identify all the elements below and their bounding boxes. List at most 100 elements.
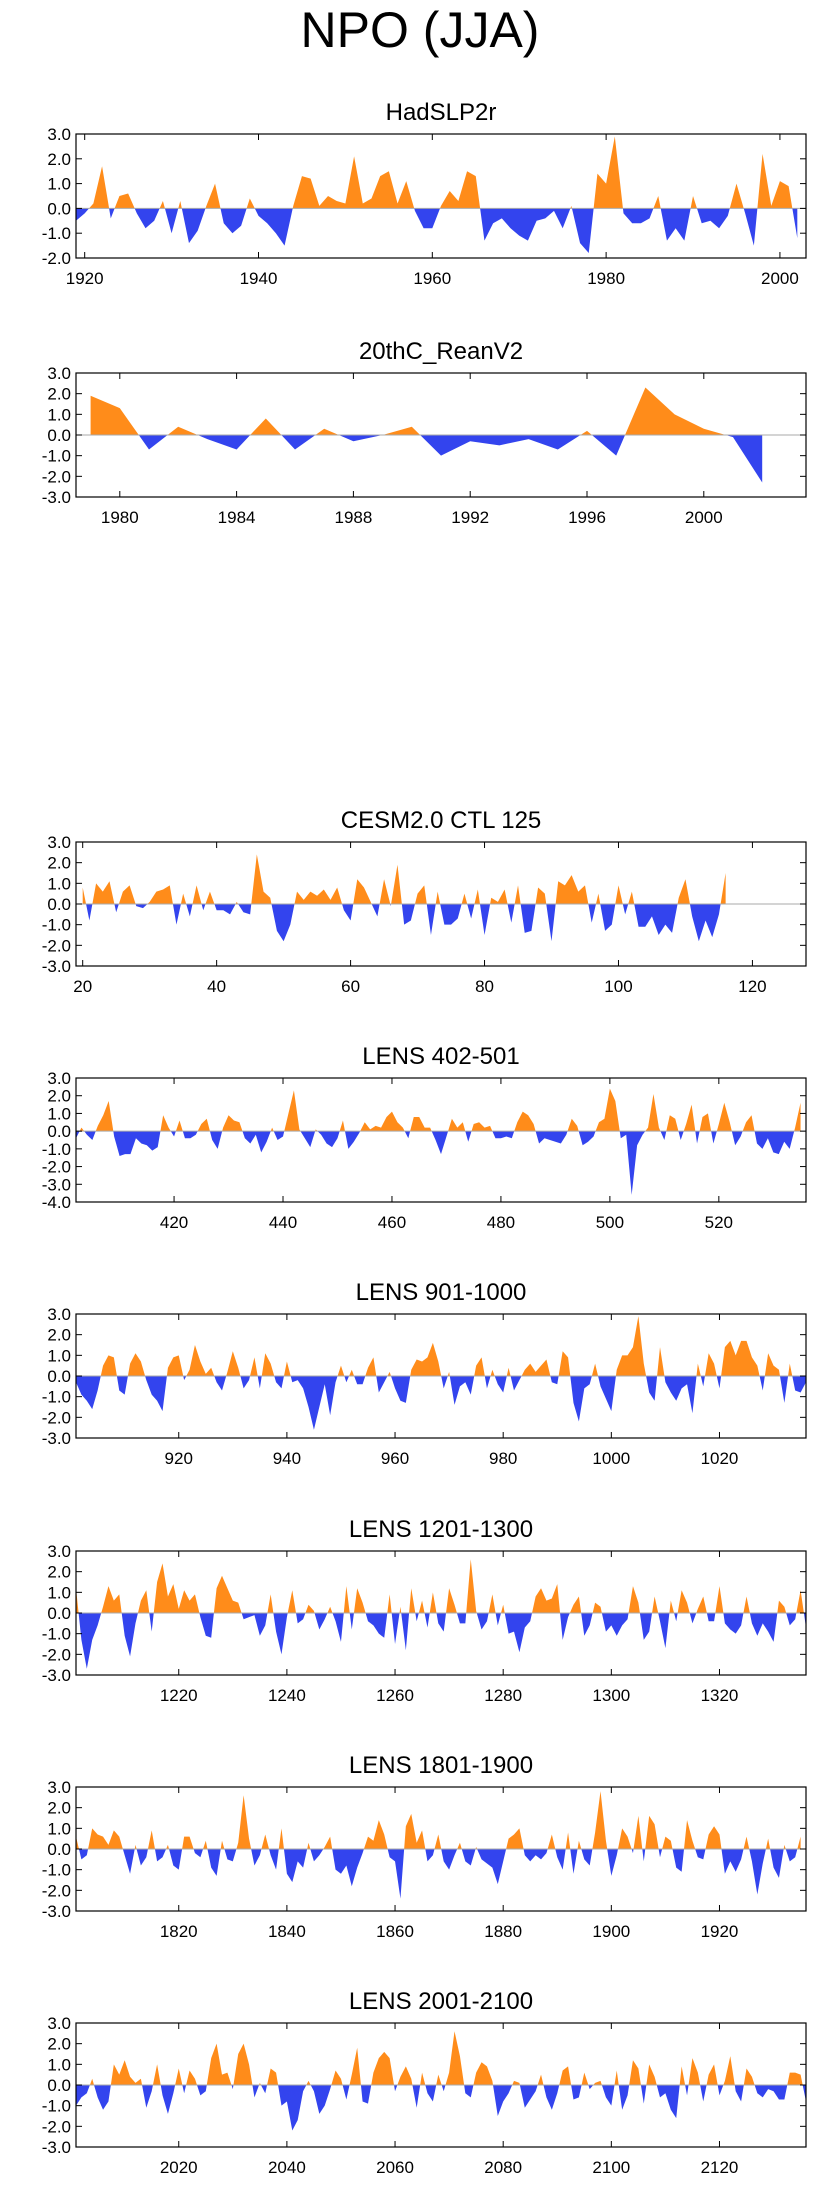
y-tick-label: 0.0 <box>47 1122 71 1141</box>
y-tick-label: 0.0 <box>47 2076 71 2095</box>
x-tick-label: 1280 <box>484 1686 522 1705</box>
x-tick-label: 1300 <box>592 1686 630 1705</box>
x-tick-label: 1920 <box>701 1922 739 1941</box>
x-tick-label: 2100 <box>592 2158 630 2177</box>
x-tick-label: 960 <box>381 1449 409 1468</box>
x-tick-label: 60 <box>341 977 360 996</box>
y-tick-label: 0.0 <box>47 426 71 445</box>
x-tick-label: 2060 <box>376 2158 414 2177</box>
y-tick-label: -1.0 <box>42 1625 71 1644</box>
y-tick-label: 2.0 <box>47 1799 71 1818</box>
y-tick-label: 2.0 <box>47 1087 71 1106</box>
x-tick-label: 1988 <box>334 508 372 527</box>
x-tick-label: 1880 <box>484 1922 522 1941</box>
negative-area <box>76 1849 801 1899</box>
y-tick-label: -1.0 <box>42 1140 71 1159</box>
x-tick-label: 1900 <box>592 1922 630 1941</box>
x-tick-label: 520 <box>705 1213 733 1232</box>
y-tick-label: 1.0 <box>47 405 71 424</box>
y-tick-label: -1.0 <box>42 447 71 466</box>
x-tick-label: 20 <box>73 977 92 996</box>
negative-area <box>76 208 798 254</box>
x-tick-label: 1320 <box>701 1686 739 1705</box>
y-tick-label: 3.0 <box>47 1542 71 1561</box>
negative-area <box>76 2085 806 2131</box>
panel-title: HadSLP2r <box>386 99 497 126</box>
x-tick-label: 420 <box>160 1213 188 1232</box>
x-tick-label: 1984 <box>218 508 256 527</box>
y-tick-label: -3.0 <box>42 957 71 976</box>
x-tick-label: 1020 <box>701 1449 739 1468</box>
x-tick-label: 920 <box>165 1449 193 1468</box>
x-tick-label: 1820 <box>160 1922 198 1941</box>
y-tick-label: 2.0 <box>47 2035 71 2054</box>
main-title: NPO (JJA) <box>300 2 540 58</box>
y-tick-label: -3.0 <box>42 1429 71 1448</box>
y-tick-label: 3.0 <box>47 833 71 852</box>
panel-3: CESM2.0 CTL 125 3.0 2.01.0 0.0 -1.0-2.0 -3.02… <box>42 807 807 996</box>
y-tick-label: 1.0 <box>47 1346 71 1365</box>
x-tick-label: 80 <box>475 977 494 996</box>
negative-area <box>90 435 763 483</box>
y-tick-label: 2.0 <box>47 150 71 169</box>
x-tick-label: 500 <box>596 1213 624 1232</box>
y-tick-label: -1.0 <box>42 1388 71 1407</box>
x-tick-label: 1260 <box>376 1686 414 1705</box>
positive-area <box>76 136 798 209</box>
y-tick-label: 1.0 <box>47 1819 71 1838</box>
y-tick-label: -2.0 <box>42 249 71 268</box>
negative-area <box>82 904 726 942</box>
x-tick-label: 2040 <box>268 2158 306 2177</box>
x-tick-label: 1996 <box>568 508 606 527</box>
positive-area <box>76 2031 806 2085</box>
panel-title: LENS 901-1000 <box>356 1279 527 1306</box>
panel-frame <box>75 1077 807 1203</box>
y-tick-label: 2.0 <box>47 854 71 873</box>
x-tick-label: 1240 <box>268 1686 306 1705</box>
panel-7: LENS 1801-1900 3.0 2.01.0 0.0 -1.0-2.0 -3.0 18… <box>42 1752 807 1941</box>
y-tick-label: 3.0 <box>47 2014 71 2033</box>
x-tick-label: 1980 <box>587 269 625 288</box>
positive-area <box>90 387 763 435</box>
x-tick-label: 980 <box>489 1449 517 1468</box>
y-tick-label: 3.0 <box>47 1069 71 1088</box>
x-tick-label: 460 <box>378 1213 406 1232</box>
x-tick-label: 2080 <box>484 2158 522 2177</box>
panel-4: LENS 402-501 3.02.01.00.0-1.0-2.0-3.0-4.0… <box>42 1043 807 1232</box>
x-tick-label: 1220 <box>160 1686 198 1705</box>
panel-5: LENS 901-1000 3.0 2.01.0 0.0 -1.0-2.0 -3.0 920… <box>42 1279 807 1468</box>
y-tick-label: 1.0 <box>47 1104 71 1123</box>
x-tick-label: 2020 <box>160 2158 198 2177</box>
y-tick-label: 3.0 <box>47 364 71 383</box>
panel-title: LENS 1801-1900 <box>349 1752 533 1779</box>
y-tick-label: 0.0 <box>47 1367 71 1386</box>
y-tick-label: -2.0 <box>42 936 71 955</box>
x-tick-label: 1992 <box>451 508 489 527</box>
y-tick-label: 0.0 <box>47 895 71 914</box>
x-tick-label: 40 <box>207 977 226 996</box>
x-tick-label: 1940 <box>240 269 278 288</box>
panel-title: CESM2.0 CTL 125 <box>341 807 542 834</box>
y-tick-label: -4.0 <box>42 1193 71 1212</box>
positive-area <box>76 1316 806 1376</box>
y-tick-label: -2.0 <box>42 1158 71 1177</box>
y-tick-label: 2.0 <box>47 1563 71 1582</box>
y-tick-label: 3.0 <box>47 1778 71 1797</box>
y-tick-label: 1.0 <box>47 175 71 194</box>
y-tick-label: -2.0 <box>42 2117 71 2136</box>
negative-area <box>76 1131 801 1195</box>
x-tick-label: 2120 <box>701 2158 739 2177</box>
panel-title: LENS 402-501 <box>362 1043 519 1070</box>
x-tick-label: 440 <box>269 1213 297 1232</box>
y-tick-label: 0.0 <box>47 1840 71 1859</box>
y-tick-label: -3.0 <box>42 1902 71 1921</box>
x-tick-label: 1860 <box>376 1922 414 1941</box>
positive-area <box>76 1791 801 1849</box>
y-tick-label: -1.0 <box>42 916 71 935</box>
x-tick-label: 120 <box>738 977 766 996</box>
x-tick-label: 1840 <box>268 1922 306 1941</box>
y-tick-label: 3.0 <box>47 125 71 144</box>
y-tick-label: -2.0 <box>42 467 71 486</box>
panel-2: 20thC_ReanV2 3.0 2.01.0 0.0 -1.0-2.0 -3.0 1980… <box>42 338 807 527</box>
